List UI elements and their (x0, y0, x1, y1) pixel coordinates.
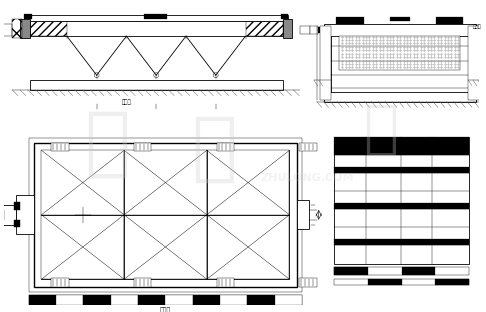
Bar (217, 143, 234, 151)
Bar (14, 202, 20, 210)
Bar (29, 295, 56, 305)
Bar (310, 26, 318, 34)
Bar (30, 21, 67, 36)
Bar (435, 279, 469, 285)
Bar (124, 215, 207, 279)
Bar (368, 279, 402, 285)
Bar (245, 21, 282, 36)
Text: 侧视图: 侧视图 (473, 24, 482, 29)
Bar (320, 26, 331, 100)
Bar (331, 26, 468, 100)
Bar (30, 21, 282, 36)
Bar (124, 150, 207, 215)
Bar (30, 80, 282, 90)
Bar (334, 279, 469, 285)
Bar (34, 143, 297, 287)
Bar (134, 278, 152, 287)
Bar (402, 267, 435, 275)
Bar (41, 215, 124, 279)
Bar (24, 15, 289, 21)
Bar (299, 143, 317, 151)
Bar (2, 205, 16, 225)
Bar (29, 295, 302, 305)
Bar (318, 27, 322, 33)
Bar (29, 138, 302, 292)
Bar (334, 137, 469, 155)
Bar (144, 14, 167, 18)
Bar (324, 92, 476, 101)
Bar (138, 295, 165, 305)
Bar (207, 215, 290, 279)
Bar (334, 137, 469, 264)
Bar (297, 200, 309, 229)
Bar (51, 278, 69, 287)
Bar (334, 267, 469, 275)
Bar (24, 14, 32, 18)
Bar (220, 295, 247, 305)
Bar (165, 295, 193, 305)
Bar (336, 17, 364, 24)
Bar (41, 150, 124, 215)
Bar (334, 239, 469, 246)
Text: 平面图: 平面图 (160, 308, 171, 312)
Bar (299, 278, 317, 287)
Bar (0, 26, 2, 34)
Text: ZHULONG.COM: ZHULONG.COM (260, 173, 354, 183)
Bar (436, 17, 463, 24)
Bar (334, 267, 368, 275)
Bar (41, 150, 290, 279)
Bar (324, 24, 476, 36)
Bar (134, 143, 152, 151)
Bar (280, 14, 289, 18)
Bar (12, 18, 22, 38)
Bar (56, 295, 84, 305)
Bar (247, 295, 275, 305)
Bar (51, 143, 69, 151)
Bar (339, 36, 460, 70)
Text: 筑: 筑 (84, 106, 130, 181)
Bar (84, 295, 111, 305)
Bar (14, 220, 20, 227)
Bar (0, 210, 4, 220)
Bar (16, 195, 34, 234)
Bar (334, 167, 469, 173)
Text: 網: 網 (363, 100, 398, 157)
Bar (390, 17, 410, 22)
Bar (20, 18, 30, 38)
Bar (207, 150, 290, 215)
Bar (275, 295, 302, 305)
Bar (468, 26, 480, 100)
Bar (2, 24, 12, 36)
Bar (334, 203, 469, 209)
Bar (217, 278, 234, 287)
Bar (282, 18, 293, 38)
Bar (300, 26, 310, 34)
Bar (111, 295, 138, 305)
Text: 龍: 龍 (191, 111, 237, 185)
Text: 立面图: 立面图 (122, 100, 132, 105)
Bar (193, 295, 220, 305)
